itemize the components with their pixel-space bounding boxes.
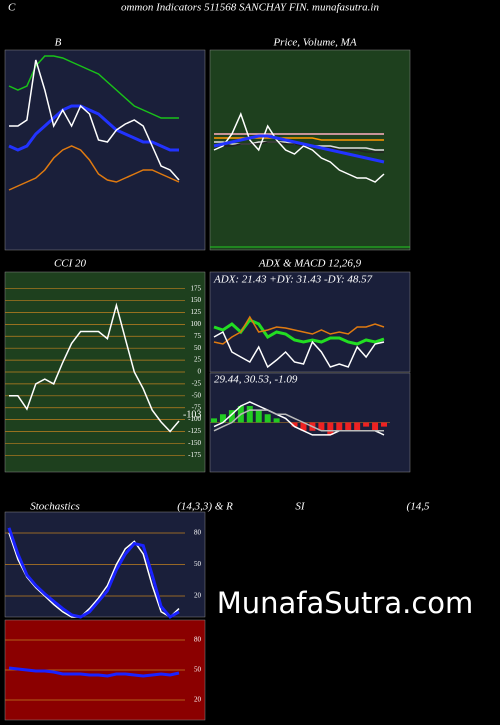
hist-bar	[336, 422, 343, 431]
hist-bar	[372, 422, 379, 431]
series-line	[213, 134, 385, 164]
series-line	[8, 532, 180, 618]
series-line	[9, 59, 180, 181]
hist-bar	[300, 422, 307, 431]
y-tick-label: 100	[191, 320, 202, 328]
series-line	[7, 527, 180, 619]
panel-title: ADX & MACD 12,26,9	[258, 258, 362, 270]
y-tick-label: 80	[194, 529, 202, 537]
panel-subtitle: (14,5	[407, 501, 430, 513]
panel-title: Stochastics	[30, 501, 80, 513]
last-value: -103	[183, 409, 201, 420]
hist-bar	[354, 422, 361, 431]
series-line	[214, 141, 384, 153]
hist-bar	[228, 410, 235, 423]
y-tick-label: 20	[194, 592, 202, 600]
y-tick-label: -125	[188, 427, 201, 435]
hist-bar	[381, 422, 387, 427]
panel-title: CCI 20	[54, 258, 87, 270]
panel	[209, 271, 411, 373]
series-line	[8, 666, 180, 678]
hist-bar	[318, 422, 325, 431]
hist-bar	[345, 422, 352, 431]
hist-bar	[264, 414, 271, 423]
hist-bar	[291, 422, 298, 427]
hist-bar	[255, 410, 262, 423]
y-tick-label: -25	[192, 380, 202, 388]
series-line	[213, 315, 385, 345]
hist-bar	[327, 422, 334, 435]
y-tick-label: 20	[194, 696, 202, 704]
corner: C	[8, 2, 16, 14]
y-tick-label: -175	[188, 451, 201, 459]
series-line	[9, 302, 180, 433]
panel-subtitle: ADX: 21.43 +DY: 31.43 -DY: 48.57	[213, 274, 373, 286]
y-tick-label: 150	[191, 296, 202, 304]
series-line	[213, 409, 384, 432]
y-tick-label: -75	[192, 403, 202, 411]
y-tick-label: 50	[194, 666, 202, 674]
series-line	[213, 111, 385, 183]
y-tick-label: -100	[188, 415, 201, 423]
hist-bar	[273, 418, 280, 423]
hist-bar	[211, 418, 217, 423]
y-tick-label: 50	[194, 344, 202, 352]
y-tick-label: 50	[194, 560, 202, 568]
series-line	[213, 330, 385, 369]
y-tick-label: 175	[191, 284, 202, 292]
panel-title: 29.44, 30.53, -1.09	[214, 374, 298, 386]
watermark: MunafaSutra.com	[217, 586, 474, 620]
y-tick-label: 25	[194, 356, 202, 364]
y-tick-label: 0	[198, 368, 202, 376]
header-title: ommon Indicators 511568 SANCHAY FIN. mun…	[121, 2, 380, 14]
y-tick-label: 80	[194, 636, 202, 644]
series-line	[214, 137, 384, 141]
panel-subtitle: (14,3,3) & R	[177, 501, 233, 513]
hist-bar	[246, 406, 253, 423]
panel-title: Price, Volume, MA	[272, 37, 356, 49]
y-tick-label: -150	[188, 439, 201, 447]
y-tick-label: -50	[192, 391, 202, 399]
y-tick-label: 125	[191, 308, 202, 316]
panel-title: B	[55, 37, 62, 49]
panel-title: SI	[295, 501, 306, 513]
y-tick-label: 75	[194, 332, 202, 340]
hist-bar	[219, 414, 226, 423]
series-line	[8, 145, 180, 191]
hist-bar	[363, 422, 370, 427]
